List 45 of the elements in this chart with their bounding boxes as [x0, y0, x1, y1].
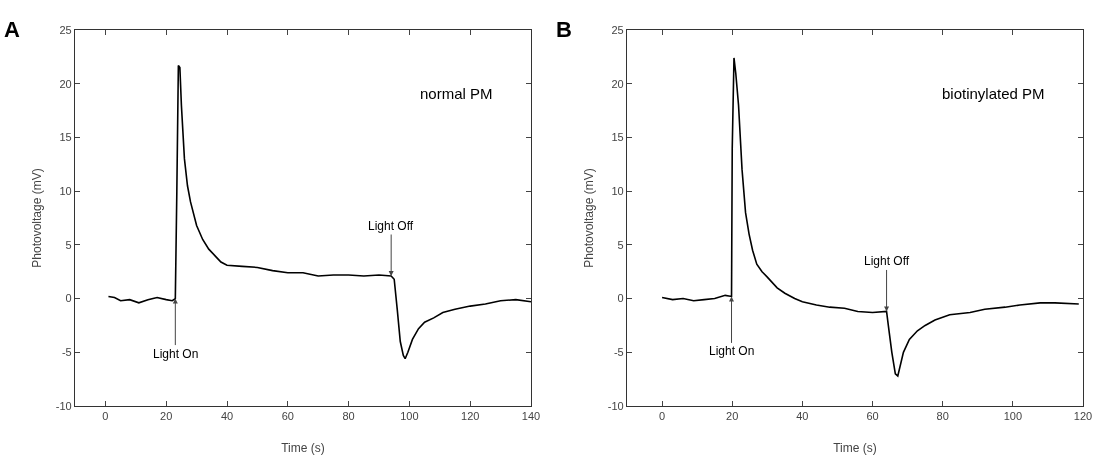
y-axis-title: Photovoltage (mV): [581, 168, 596, 268]
y-tick-label: 25: [59, 23, 72, 36]
x-tick-label: 80: [342, 410, 355, 423]
annotation: Light On: [153, 347, 199, 361]
x-tick-label: 80: [936, 410, 949, 423]
y-axis-title: Photovoltage (mV): [29, 168, 44, 268]
chart-title: B: [556, 17, 572, 42]
x-tick-label: 20: [726, 410, 739, 423]
y-tick-label: 15: [59, 131, 72, 144]
y-tick-label: 0: [65, 292, 72, 305]
y-tick-label: 5: [617, 238, 624, 251]
x-tick-label: 40: [796, 410, 809, 423]
x-tick-label: 120: [461, 410, 480, 423]
y-tick-label: -10: [55, 399, 72, 412]
x-tick-label: 120: [1073, 410, 1093, 423]
y-tick-label: 10: [59, 184, 72, 197]
x-tick-label: 60: [866, 410, 879, 423]
y-tick-label: 20: [611, 77, 624, 90]
x-tick-label: 100: [400, 410, 419, 423]
annotation: Light Off: [368, 219, 414, 233]
chart-title: A: [4, 17, 20, 42]
y-tick-label: -5: [613, 346, 624, 359]
y-tick-label: -5: [61, 346, 72, 359]
x-tick-label: 0: [659, 410, 666, 423]
x-tick-label: 100: [1003, 410, 1023, 423]
x-tick-label: 40: [220, 410, 234, 423]
x-axis-title: Time (s): [281, 441, 325, 456]
x-tick-label: 0: [102, 410, 109, 423]
line-series: [107, 64, 531, 360]
y-tick-label: 20: [59, 77, 72, 90]
line-series: [661, 57, 1080, 377]
x-tick-label: 140: [521, 410, 541, 423]
y-tick-label: 10: [611, 184, 624, 197]
annotation: Light On: [709, 344, 755, 358]
y-tick-label: 25: [611, 23, 624, 36]
x-tick-label: 20: [160, 410, 173, 423]
y-tick-label: 0: [617, 292, 624, 305]
y-tick-label: 15: [611, 131, 624, 144]
y-tick-label: -10: [607, 399, 624, 412]
annotation: normal PM: [420, 85, 493, 102]
x-tick-label: 60: [281, 410, 294, 423]
annotation: Light Off: [864, 254, 910, 268]
annotation: biotinylated PM: [942, 85, 1045, 102]
y-tick-label: 5: [65, 238, 72, 251]
x-axis-title: Time (s): [833, 441, 877, 456]
